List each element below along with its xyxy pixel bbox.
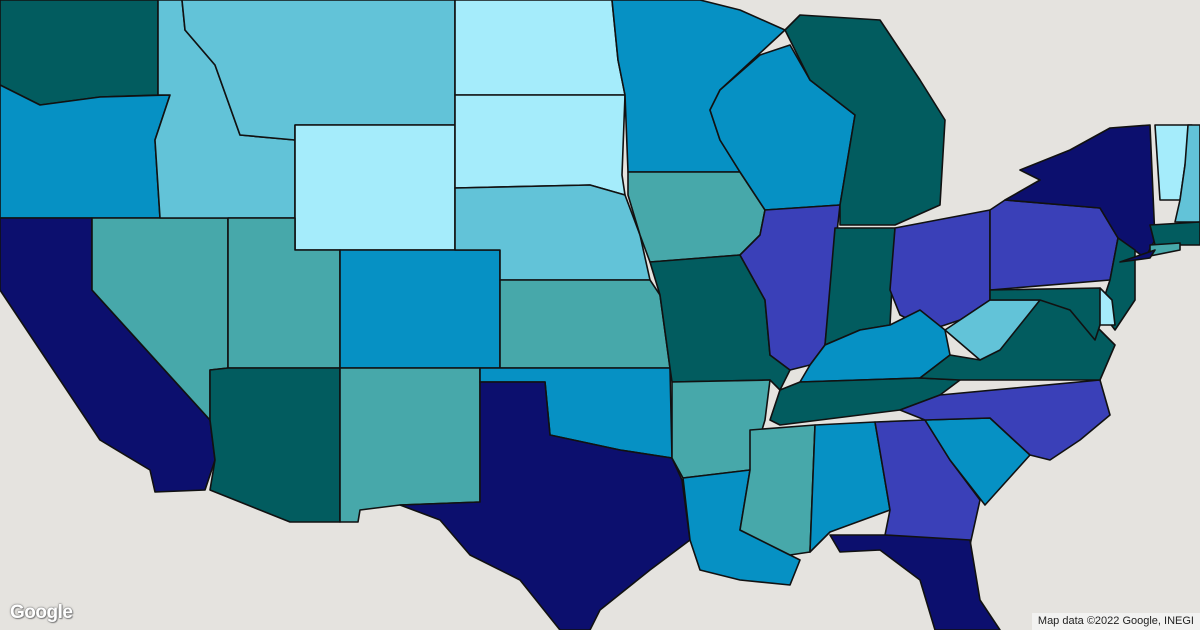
state-ms[interactable]: [739, 424, 816, 556]
state-co[interactable]: [339, 249, 501, 369]
state-tx[interactable]: [399, 381, 691, 630]
state-ny[interactable]: [1004, 124, 1156, 259]
state-de[interactable]: [1099, 287, 1116, 326]
state-nh[interactable]: [1174, 124, 1200, 223]
state-nc[interactable]: [899, 379, 1111, 461]
google-logo: Google: [10, 602, 73, 623]
state-ks[interactable]: [499, 279, 671, 369]
state-fl[interactable]: [829, 534, 1001, 630]
state-li[interactable]: [1119, 249, 1156, 263]
state-wa[interactable]: [0, 0, 159, 106]
state-nd[interactable]: [454, 0, 626, 96]
state-or[interactable]: [0, 84, 171, 219]
map-attribution[interactable]: Map data ©2022 Google, INEGI: [1031, 613, 1200, 630]
state-wy[interactable]: [294, 124, 456, 251]
state-az[interactable]: [209, 367, 341, 523]
state-pa[interactable]: [989, 199, 1119, 291]
state-ma[interactable]: [1149, 221, 1200, 246]
state-mi[interactable]: [784, 14, 946, 226]
state-nm[interactable]: [339, 367, 481, 523]
state-sd[interactable]: [454, 94, 626, 196]
state-ia[interactable]: [627, 171, 766, 263]
state-al[interactable]: [809, 421, 891, 553]
